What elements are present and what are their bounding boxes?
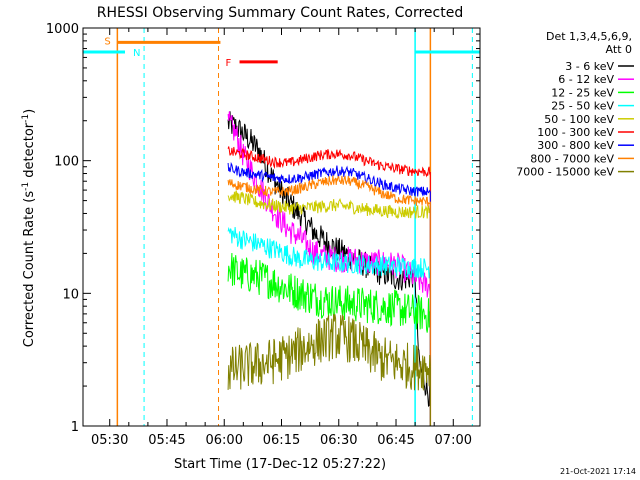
y-tick-label: 100 xyxy=(54,155,79,170)
y-axis-label: Corrected Count Rate (s-1 detector-1) xyxy=(21,109,37,347)
series-line-300-800-kev xyxy=(227,161,431,199)
y-axis-label-sup2: -1 xyxy=(21,114,31,123)
x-tick-label: 06:00 xyxy=(206,433,243,448)
y-tick-label: 1 xyxy=(71,420,79,435)
y-axis-label-end: ) xyxy=(22,109,37,114)
flag-label-n-1: N xyxy=(133,48,140,59)
series-line-12-25-kev xyxy=(227,252,431,333)
timestamp: 21-Oct-2021 17:14 xyxy=(560,467,636,476)
plot-area xyxy=(83,28,480,426)
x-tick-label: 06:30 xyxy=(320,433,357,448)
legend-label: 100 - 300 keV xyxy=(537,126,614,139)
legend-label: 50 - 100 keV xyxy=(544,113,614,126)
flag-label-s-0: S xyxy=(104,36,110,47)
chart-title: RHESSI Observing Summary Count Rates, Co… xyxy=(97,5,463,21)
series-line-50-100-kev xyxy=(227,190,431,220)
y-axis: 1 10 100 1000 xyxy=(46,22,480,435)
series-line-25-50-kev xyxy=(227,226,431,279)
legend-label: 3 - 6 keV xyxy=(565,60,614,73)
legend-label: 12 - 25 keV xyxy=(551,86,614,99)
legend-header-detectors: Det 1,3,4,5,6,9, xyxy=(546,30,632,43)
y-axis-label-sup1: -1 xyxy=(21,182,31,191)
legend-label: 7000 - 15000 keV xyxy=(516,166,614,179)
legend-label: 6 - 12 keV xyxy=(558,73,614,86)
legend-header-attenuator: Att 0 xyxy=(606,43,632,56)
y-tick-label: 1000 xyxy=(46,22,79,37)
legend-label: 300 - 800 keV xyxy=(537,139,614,152)
series-line-800-7000-kev xyxy=(227,175,431,207)
y-tick-label: 10 xyxy=(62,287,79,302)
series-line-100-300-kev xyxy=(227,146,431,178)
flag-label-f-3: F xyxy=(226,58,232,69)
x-tick-label: 07:00 xyxy=(435,433,472,448)
x-tick-label: 05:30 xyxy=(91,433,128,448)
x-axis-label: Start Time (17-Dec-12 05:27:22) xyxy=(174,457,386,472)
series-line-7000-15000-kev xyxy=(227,314,431,391)
y-axis-label-mid: detector xyxy=(22,122,37,182)
x-tick-label: 05:45 xyxy=(148,433,185,448)
x-tick-label: 06:45 xyxy=(377,433,414,448)
x-axis: 05:30 05:45 06:00 06:15 06:30 06:45 07:00 xyxy=(91,28,472,448)
legend-label: 800 - 7000 keV xyxy=(530,152,614,165)
x-tick-label: 06:15 xyxy=(263,433,300,448)
legend-label: 25 - 50 keV xyxy=(551,100,614,113)
series-line-3-6-kev xyxy=(227,111,431,408)
y-axis-label-main: Corrected Count Rate (s xyxy=(22,191,37,348)
